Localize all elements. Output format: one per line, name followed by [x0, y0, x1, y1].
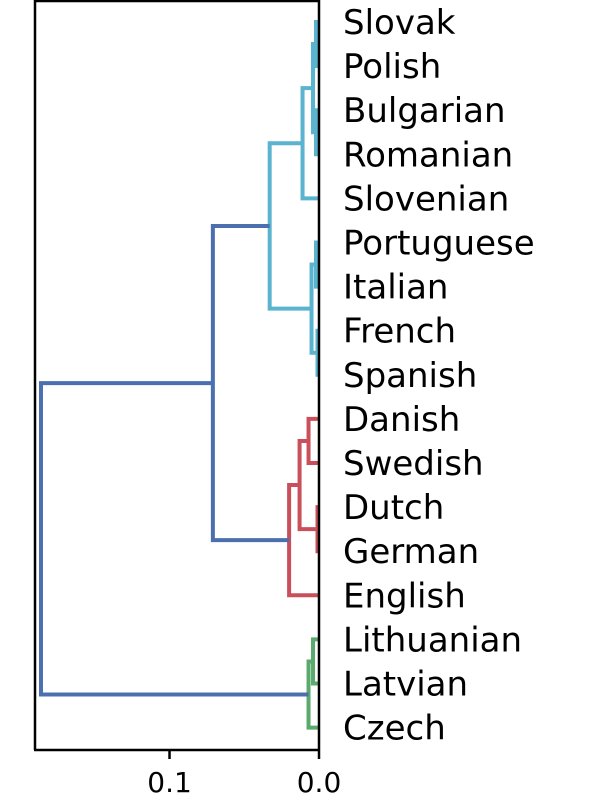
dendrogram-link-n16 [38, 381, 309, 697]
x-tick-label: 0.0 [297, 766, 342, 799]
dendrogram-link-n8 [267, 141, 312, 311]
leaf-label-slovenian: Slovenian [343, 179, 509, 219]
leaf-label-romanian: Romanian [343, 135, 513, 175]
leaf-label-portuguese: Portuguese [343, 224, 535, 264]
leaf-label-lithuanian: Lithuanian [343, 620, 522, 660]
leaf-label-slovak: Slovak [343, 3, 456, 43]
x-tick-label: 0.1 [147, 766, 192, 799]
leaf-label-czech: Czech [343, 709, 446, 749]
leaf-label-german: German [343, 532, 479, 572]
leaf-label-english: English [343, 576, 466, 616]
dendrogram-link-n2 [314, 108, 319, 157]
dendrogram-link-n4 [300, 86, 319, 201]
dendrogram-link-n9 [306, 416, 319, 465]
dendrogram-link-n14 [306, 659, 319, 730]
dendrogram-link-n12 [287, 483, 319, 598]
leaf-label-dutch: Dutch [343, 488, 444, 528]
leaf-label-danish: Danish [343, 400, 460, 440]
leaf-label-latvian: Latvian [343, 665, 468, 705]
dendrogram-links [38, 20, 320, 730]
dendrogram-link-n5 [314, 240, 319, 289]
leaf-label-spanish: Spanish [343, 356, 477, 396]
leaf-label-polish: Polish [343, 47, 441, 87]
leaf-label-swedish: Swedish [343, 444, 484, 484]
leaf-label-bulgarian: Bulgarian [343, 91, 506, 131]
leaf-label-french: French [343, 312, 456, 352]
leaf-label-italian: Italian [343, 268, 448, 308]
dendrogram-link-n1 [314, 20, 319, 69]
dendrogram-link-n15 [210, 223, 290, 543]
